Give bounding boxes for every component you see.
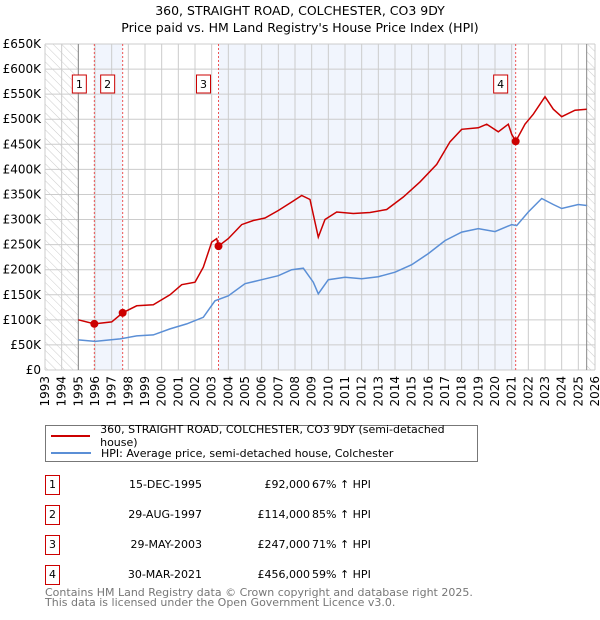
sale-label-box bbox=[493, 74, 509, 94]
x-tick-label: 2011 bbox=[338, 376, 352, 407]
chart-title: 360, STRAIGHT ROAD, COLCHESTER, CO3 9DY … bbox=[0, 2, 600, 36]
y-tick-label: £400K bbox=[3, 162, 43, 176]
legend-item-hpi: HPI: Average price, semi-detached house,… bbox=[46, 445, 393, 461]
x-tick-label: 2000 bbox=[155, 376, 169, 407]
y-tick-label: £600K bbox=[3, 62, 43, 76]
x-tick-label: 1995 bbox=[71, 376, 85, 407]
x-tick-label: 2010 bbox=[321, 376, 335, 407]
table-row: 1 15-DEC-1995 £92,000 67% ↑ HPI bbox=[45, 475, 445, 495]
x-tick-label: 2006 bbox=[255, 376, 269, 407]
y-tick-label: £650K bbox=[3, 37, 43, 51]
legend-label-property: 360, STRAIGHT ROAD, COLCHESTER, CO3 9DY … bbox=[100, 423, 445, 449]
x-tick-label: 2025 bbox=[571, 376, 585, 407]
x-tick-label: 2002 bbox=[188, 376, 202, 407]
x-tick-label: 1994 bbox=[55, 376, 69, 407]
sale-label-number: 1 bbox=[76, 78, 83, 91]
x-tick-label: 2009 bbox=[305, 376, 319, 407]
footer-copyright: Contains HM Land Registry data © Crown c… bbox=[45, 586, 473, 599]
table-row: 3 29-MAY-2003 £247,000 71% ↑ HPI bbox=[45, 535, 445, 555]
x-tick-label: 2007 bbox=[271, 376, 285, 407]
sale-price: £114,000 bbox=[257, 508, 311, 521]
x-tick-label: 1997 bbox=[105, 376, 119, 407]
sale-number: 2 bbox=[45, 505, 60, 525]
y-tick-label: £100K bbox=[3, 313, 43, 327]
sale-number: 3 bbox=[45, 535, 60, 555]
sale-hpi: 67% ↑ HPI bbox=[312, 478, 371, 491]
table-row: 4 30-MAR-2021 £456,000 59% ↑ HPI bbox=[45, 565, 445, 585]
x-tick-label: 2021 bbox=[505, 376, 519, 407]
x-tick-label: 2016 bbox=[421, 376, 435, 407]
x-tick-label: 2024 bbox=[555, 376, 569, 407]
x-tick-label: 2003 bbox=[205, 376, 219, 407]
y-tick-label: £350K bbox=[3, 187, 43, 201]
legend-swatch-red bbox=[51, 435, 91, 437]
table-row: 2 29-AUG-1997 £114,000 85% ↑ HPI bbox=[45, 505, 445, 525]
title-line-2: Price paid vs. HM Land Registry's House … bbox=[121, 20, 479, 35]
sale-price: £247,000 bbox=[257, 538, 311, 551]
legend: 360, STRAIGHT ROAD, COLCHESTER, CO3 9DY … bbox=[45, 423, 478, 462]
x-tick-label: 2018 bbox=[455, 376, 469, 407]
y-tick-label: £550K bbox=[3, 87, 43, 101]
title-line-1: 360, STRAIGHT ROAD, COLCHESTER, CO3 9DY bbox=[155, 3, 445, 18]
x-tick-label: 2014 bbox=[388, 376, 402, 407]
sale-point bbox=[511, 137, 520, 146]
x-tick-label: 2020 bbox=[488, 376, 502, 407]
sale-date: 15-DEC-1995 bbox=[128, 478, 202, 491]
sale-date: 30-MAR-2021 bbox=[127, 568, 202, 581]
y-tick-label: £250K bbox=[3, 238, 43, 252]
y-tick-label: £500K bbox=[3, 112, 43, 126]
x-tick-label: 1999 bbox=[138, 376, 152, 407]
x-tick-label: 2022 bbox=[521, 376, 535, 407]
footer-licence: This data is licensed under the Open Gov… bbox=[45, 596, 396, 609]
y-tick-label: £450K bbox=[3, 137, 43, 151]
sale-label-number: 2 bbox=[104, 78, 111, 91]
hatched-no-data-region bbox=[586, 44, 595, 370]
x-tick-label: 2017 bbox=[438, 376, 452, 407]
x-tick-label: 2012 bbox=[355, 376, 369, 407]
sale-date: 29-MAY-2003 bbox=[130, 538, 202, 551]
price-chart: 1993 1994 1995 1996 1997 1998 1999 2000 2001 2002… bbox=[3, 37, 600, 407]
y-tick-label: £0 bbox=[26, 363, 41, 377]
sale-price: £92,000 bbox=[264, 478, 311, 491]
sale-number: 4 bbox=[45, 565, 60, 585]
sale-label-number: 4 bbox=[497, 78, 504, 91]
y-tick-label: £300K bbox=[3, 213, 43, 227]
x-tick-label: 2026 bbox=[588, 376, 600, 407]
x-tick-label: 1996 bbox=[88, 376, 102, 407]
sale-hpi: 71% ↑ HPI bbox=[312, 538, 371, 551]
sale-point bbox=[118, 308, 127, 317]
legend-swatch-blue bbox=[51, 452, 91, 454]
sale-point bbox=[90, 319, 99, 328]
x-tick-label: 2005 bbox=[238, 376, 252, 407]
x-tick-label: 1993 bbox=[38, 376, 52, 407]
x-tick-label: 2008 bbox=[288, 376, 302, 407]
sale-hpi: 85% ↑ HPI bbox=[312, 508, 371, 521]
footer: Contains HM Land Registry data © Crown c… bbox=[45, 586, 473, 609]
y-tick-label: £50K bbox=[10, 338, 42, 352]
sale-price: £456,000 bbox=[257, 568, 311, 581]
legend-item-property: 360, STRAIGHT ROAD, COLCHESTER, CO3 9DY … bbox=[46, 423, 477, 449]
sale-period-shading bbox=[218, 44, 516, 370]
sale-label-box bbox=[71, 74, 87, 94]
sale-label-number: 3 bbox=[200, 78, 207, 91]
x-tick-label: 1998 bbox=[121, 376, 135, 407]
x-tick-label: 2015 bbox=[405, 376, 419, 407]
x-tick-label: 2004 bbox=[221, 376, 235, 407]
x-tick-label: 2023 bbox=[538, 376, 552, 407]
sale-hpi: 59% ↑ HPI bbox=[312, 568, 371, 581]
sale-date: 29-AUG-1997 bbox=[128, 508, 202, 521]
y-tick-label: £200K bbox=[3, 263, 43, 277]
sale-label-box bbox=[196, 74, 211, 94]
x-tick-label: 2019 bbox=[471, 376, 485, 407]
sale-period-shading bbox=[94, 44, 123, 370]
y-tick-label: £150K bbox=[3, 288, 43, 302]
x-tick-label: 2001 bbox=[171, 376, 185, 407]
x-tick-label: 2013 bbox=[371, 376, 385, 407]
sale-point bbox=[214, 242, 223, 251]
sale-label-box bbox=[100, 74, 116, 94]
legend-label-hpi: HPI: Average price, semi-detached house,… bbox=[101, 446, 394, 460]
sale-number: 1 bbox=[45, 475, 60, 495]
property-price-line bbox=[78, 95, 587, 325]
hpi-line bbox=[78, 197, 587, 343]
